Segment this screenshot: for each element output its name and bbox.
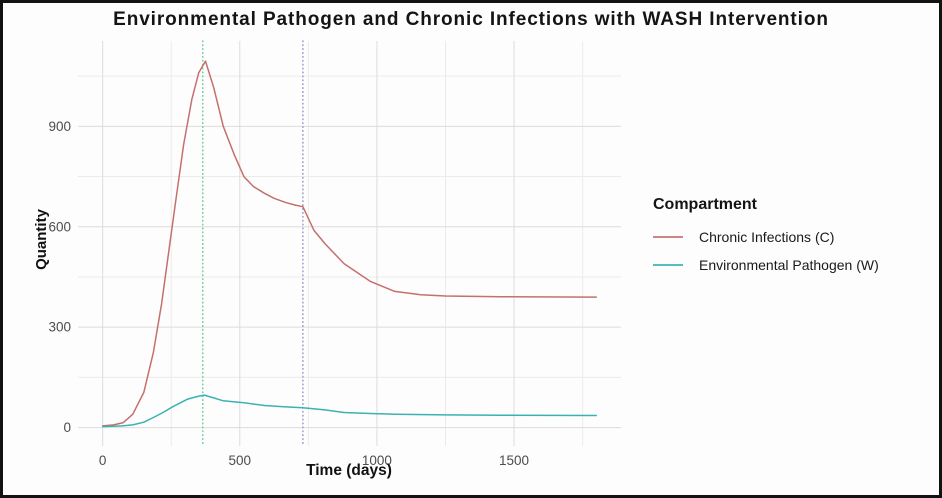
- x-tick-label: 1000: [362, 453, 392, 468]
- x-axis-title: Time (days): [306, 462, 392, 479]
- series-line-0: [101, 60, 598, 427]
- legend-title: Compartment: [653, 196, 758, 213]
- series-line-1: [101, 394, 598, 428]
- x-tick-label: 0: [99, 453, 107, 468]
- legend-key-line-pathogen-icon: [653, 264, 683, 266]
- x-tick-label: 500: [229, 453, 252, 468]
- legend-label-pathogen: Environmental Pathogen (W): [699, 257, 879, 273]
- legend-key-line-chronic-icon: [653, 236, 683, 238]
- y-tick-label: 300: [48, 320, 71, 335]
- legend-label-chronic: Chronic Infections (C): [699, 229, 835, 245]
- y-tick-label: 600: [48, 219, 71, 234]
- legend: Compartment Chronic Infections (C) Envir…: [653, 196, 938, 279]
- y-tick-label: 0: [63, 420, 71, 435]
- plot-area: 0 300 600 900 0 500 1000 1500: [48, 40, 621, 468]
- legend-item-chronic: Chronic Infections (C): [653, 223, 938, 251]
- x-tick-label: 1500: [499, 453, 529, 468]
- chart-title: Environmental Pathogen and Chronic Infec…: [113, 9, 829, 30]
- y-tick-label: 900: [48, 119, 71, 134]
- legend-item-pathogen: Environmental Pathogen (W): [653, 251, 938, 279]
- y-axis-title: Quantity: [32, 209, 50, 270]
